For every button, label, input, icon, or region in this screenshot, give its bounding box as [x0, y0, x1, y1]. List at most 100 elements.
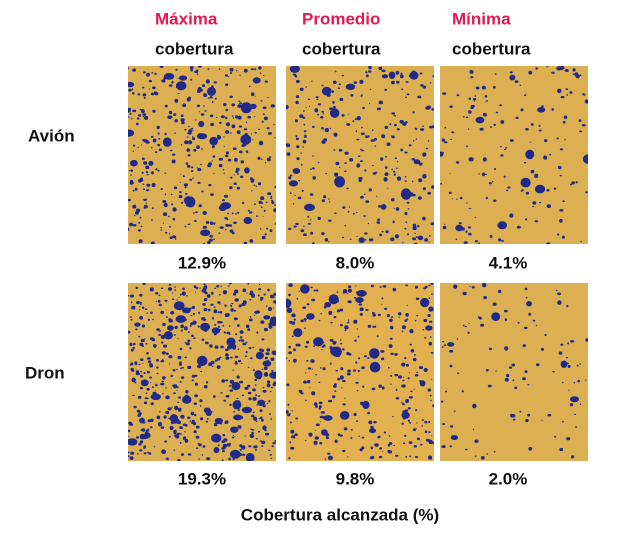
spray-dot	[286, 104, 289, 110]
spray-dot	[270, 386, 274, 389]
spray-dot	[381, 74, 388, 79]
spray-dot	[261, 368, 264, 370]
spray-dot	[241, 453, 246, 456]
spray-dot	[342, 206, 346, 209]
spray-dot	[288, 293, 291, 297]
spray-dot	[140, 345, 143, 347]
spray-dot	[223, 438, 228, 442]
spray-dot	[250, 293, 256, 298]
spray-dot	[135, 210, 139, 215]
spray-dot	[350, 93, 354, 97]
spray-dot	[161, 449, 167, 454]
column-header: Máxima	[155, 9, 218, 28]
spray-dot	[356, 138, 360, 141]
spray-dot	[230, 308, 234, 312]
spray-dot	[566, 94, 568, 96]
spray-dot	[341, 236, 344, 239]
spray-dot	[157, 421, 163, 427]
spray-dot	[432, 441, 434, 444]
spray-dot	[334, 70, 337, 73]
spray-dot	[517, 322, 520, 324]
spray-dot	[142, 116, 145, 117]
spray-dot	[402, 122, 407, 126]
spray-dot	[235, 360, 238, 363]
spray-dot	[332, 80, 337, 84]
spray-dot	[388, 71, 396, 79]
spray-dot	[138, 363, 141, 366]
spray-dot	[207, 68, 210, 70]
spray-dot	[445, 390, 448, 393]
spray-dot	[185, 205, 188, 207]
spray-dot	[328, 198, 330, 200]
spray-dot	[418, 380, 422, 382]
spray-dot	[139, 216, 142, 219]
spray-dot	[139, 303, 142, 306]
spray-dot	[304, 345, 308, 348]
spray-dot	[223, 136, 225, 138]
spray-dot	[368, 70, 372, 73]
spray-dot	[389, 123, 392, 126]
spray-dot	[202, 211, 207, 215]
spray-dot	[268, 323, 271, 326]
spray-dot	[267, 449, 271, 452]
spray-dot	[179, 190, 182, 194]
spray-dot	[158, 303, 162, 307]
spray-dot	[225, 348, 229, 352]
spray-dot	[530, 123, 534, 126]
spray-dot	[377, 313, 381, 317]
spray-dot	[505, 189, 509, 192]
spray-dot	[477, 316, 481, 319]
spray-dot	[191, 305, 195, 310]
spray-dot	[565, 88, 569, 91]
spray-dot	[166, 352, 169, 355]
spray-dot	[399, 119, 404, 124]
spray-dot	[317, 113, 319, 116]
spray-dot	[539, 201, 542, 204]
spray-dot	[421, 425, 424, 427]
spray-dot	[213, 306, 216, 308]
spray-dot	[424, 285, 428, 289]
spray-dot	[381, 134, 386, 139]
spray-dot	[408, 441, 413, 444]
spray-dot	[222, 290, 227, 295]
spray-dot	[313, 337, 324, 347]
spray-dot	[563, 115, 568, 119]
spray-dot	[199, 405, 202, 407]
spray-dot	[381, 450, 383, 452]
spray-dot	[165, 387, 167, 389]
spray-dot	[347, 288, 352, 293]
spray-dot	[310, 286, 313, 289]
spray-dot	[557, 165, 562, 170]
spray-dot	[128, 107, 132, 112]
spray-dot	[231, 115, 234, 117]
spray-dot	[364, 232, 368, 235]
spray-dot	[149, 376, 153, 379]
spray-dot	[442, 423, 446, 425]
spray-dot	[555, 289, 558, 292]
spray-dot	[131, 369, 135, 372]
spray-dot	[145, 202, 148, 204]
spray-dot	[156, 415, 161, 420]
spray-dot	[372, 164, 374, 167]
spray-dot	[302, 306, 306, 309]
spray-dot	[396, 80, 400, 84]
spray-dot	[173, 334, 176, 336]
spray-dot	[430, 399, 432, 402]
spray-dot	[145, 141, 150, 144]
spray-dot	[378, 435, 381, 438]
spray-dot	[171, 203, 174, 206]
card-background	[286, 66, 434, 244]
spray-dot	[257, 294, 260, 297]
spray-dot	[153, 91, 157, 95]
spray-dot	[430, 222, 434, 226]
spray-dot	[334, 390, 337, 392]
spray-dot	[230, 176, 233, 179]
spray-dot	[442, 225, 447, 230]
spray-dot	[217, 320, 221, 324]
spray-dot	[224, 422, 227, 424]
spray-dot	[203, 308, 208, 312]
spray-dot	[472, 403, 477, 409]
spray-dot	[252, 178, 255, 181]
spray-dot	[225, 394, 230, 398]
spray-dot	[140, 370, 143, 373]
